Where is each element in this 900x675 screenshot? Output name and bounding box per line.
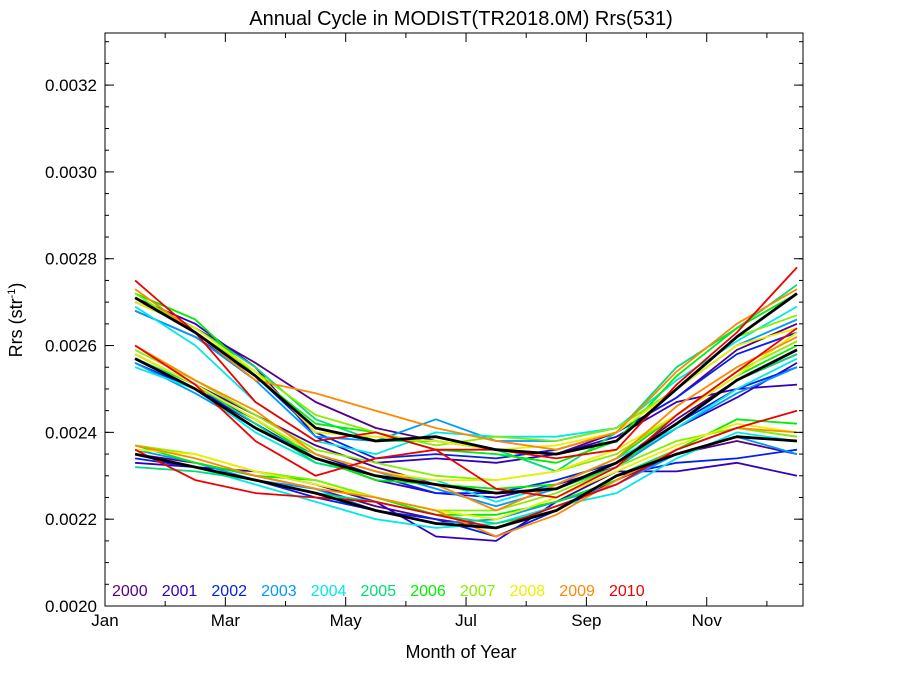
y-tick-label: 0.0024 xyxy=(45,423,97,442)
chart-title: Annual Cycle in MODIST(TR2018.0M) Rrs(53… xyxy=(249,8,672,30)
legend-label-2004: 2004 xyxy=(311,583,347,600)
legend-label-2005: 2005 xyxy=(361,583,397,600)
legend-label-2000: 2000 xyxy=(112,583,148,600)
series-line-2009 xyxy=(134,288,798,451)
legend-label-2009: 2009 xyxy=(559,583,595,600)
series-line-2001 xyxy=(135,461,798,542)
series-line-2008 xyxy=(135,422,798,521)
y-axis: 0.0020 0.0022 0.0024 0.0026 0.0028 0.0030 0.00… xyxy=(45,41,803,616)
y-axis-label: Rrs (str-1) xyxy=(6,283,26,358)
y-axis-label-text: Rrs (str xyxy=(6,298,26,357)
legend-label-2010: 2010 xyxy=(609,583,645,600)
y-tick-label: 0.0028 xyxy=(45,250,97,269)
plot-lines xyxy=(134,266,798,542)
x-tick-label: Sep xyxy=(571,611,601,630)
series-line-2010 xyxy=(134,409,798,529)
legend-label-2003: 2003 xyxy=(261,583,297,600)
y-tick-label: 0.0030 xyxy=(45,163,97,182)
legend-label-2002: 2002 xyxy=(211,583,247,600)
series-line-2008 xyxy=(134,301,798,451)
series-line-2006 xyxy=(134,292,798,464)
series-line-2010 xyxy=(134,266,798,460)
plot-frame xyxy=(104,32,804,607)
legend-label-2006: 2006 xyxy=(410,583,446,600)
mean-series-line xyxy=(134,348,798,495)
legend-label-2007: 2007 xyxy=(460,583,496,600)
series-line-2000 xyxy=(134,353,798,495)
series-line-2005 xyxy=(134,353,798,495)
x-tick-label: Nov xyxy=(692,611,723,630)
x-tick-label: May xyxy=(330,611,363,630)
y-tick-label: 0.0020 xyxy=(45,597,97,616)
series-line-2009 xyxy=(134,336,798,512)
mean-series-line xyxy=(134,292,798,456)
x-axis: Jan Mar May Jul Sep Nov xyxy=(91,33,768,630)
series-line-2004 xyxy=(134,357,798,503)
x-tick-label: Jan xyxy=(91,611,118,630)
legend-label-2001: 2001 xyxy=(162,583,198,600)
x-tick-label: Mar xyxy=(211,611,241,630)
y-axis-label-exponent: -1 xyxy=(6,289,18,299)
y-tick-label: 0.0026 xyxy=(45,337,97,356)
series-line-2010 xyxy=(134,327,798,499)
x-tick-label: Jul xyxy=(455,611,477,630)
legend: 2000 2001 2002 2003 2004 2005 2006 2007 2008 2009… xyxy=(112,583,645,600)
legend-label-2008: 2008 xyxy=(510,583,546,600)
mean-series-line xyxy=(134,435,798,530)
y-axis-label-close: ) xyxy=(6,283,26,289)
y-tick-label: 0.0032 xyxy=(45,76,97,95)
x-axis-label: Month of Year xyxy=(405,642,516,662)
y-tick-label: 0.0022 xyxy=(45,510,97,529)
